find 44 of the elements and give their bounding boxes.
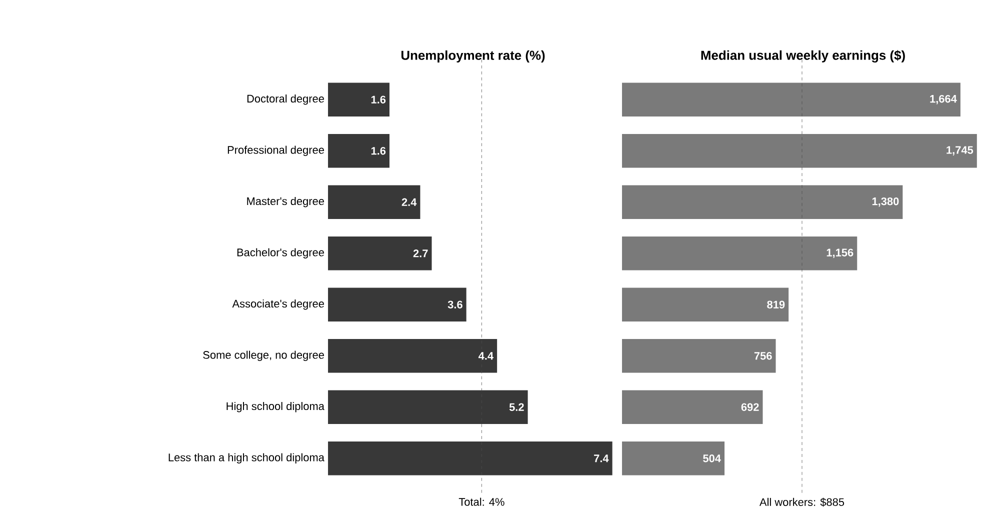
chart-title: Median usual weekly earnings ($)	[701, 50, 905, 62]
y-tick-label: High school diploma	[226, 402, 324, 412]
bar	[622, 338, 776, 373]
y-tick-label: Doctoral degree	[247, 94, 324, 105]
data-label: 2.4	[402, 198, 417, 206]
data-label: 1.6	[371, 146, 386, 155]
data-label: 504	[703, 454, 721, 462]
data-label: 1,745	[946, 146, 974, 156]
data-label: 1,664	[930, 94, 957, 104]
data-label: 5.2	[509, 403, 524, 411]
data-label: 7.4	[594, 454, 609, 462]
bar	[328, 236, 432, 270]
bar	[622, 185, 903, 220]
bar	[622, 288, 789, 322]
data-label: 1,156	[826, 248, 854, 258]
bar	[328, 185, 420, 220]
data-label: 692	[741, 403, 759, 411]
y-tick-label: Less than a high school diploma	[168, 453, 324, 464]
ref-line-label: All workers: $885	[759, 498, 844, 507]
data-label: 3.6	[448, 300, 462, 308]
data-label: 4.4	[478, 352, 494, 360]
ref-line-label: Total: 4%	[458, 498, 504, 506]
bar	[622, 82, 960, 117]
bar	[622, 441, 725, 476]
data-label: 756	[754, 352, 772, 360]
y-tick-label: Associate's degree	[232, 300, 324, 310]
data-label: 1,380	[872, 197, 899, 207]
data-label: 1.6	[371, 96, 386, 104]
bar	[328, 338, 498, 373]
bar	[622, 390, 763, 424]
bar	[622, 134, 977, 168]
bar	[328, 441, 612, 476]
y-tick-label: Some college, no degree	[203, 350, 324, 361]
data-label: 2.7	[413, 250, 428, 258]
bar	[328, 288, 466, 322]
y-tick-label: Master's degree	[247, 197, 324, 208]
bar	[328, 390, 528, 424]
y-tick-label: Professional degree	[228, 146, 324, 156]
bar	[622, 236, 858, 270]
bar	[328, 82, 390, 117]
chart-title: Unemployment rate (%)	[401, 50, 545, 62]
y-tick-label: Bachelor's degree	[237, 248, 324, 258]
bar	[328, 134, 390, 168]
data-label: 819	[767, 300, 785, 308]
